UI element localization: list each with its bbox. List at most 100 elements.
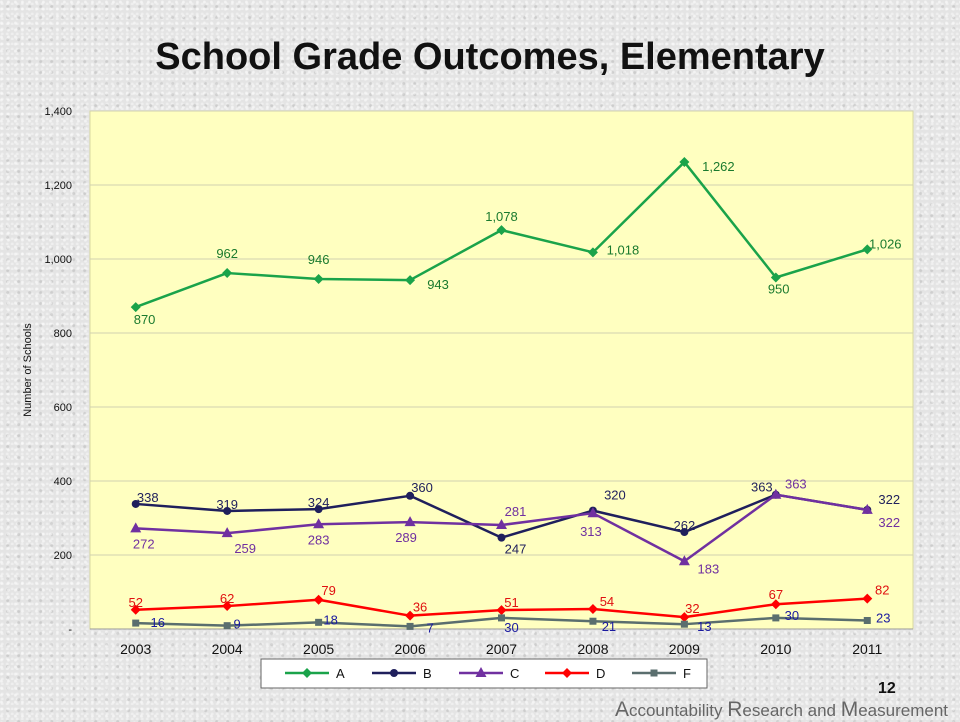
y-tick-label: - [68,624,72,636]
point-c [678,555,690,566]
point-c [770,488,782,499]
y-tick-label: 800 [54,328,72,340]
y-tick-label: 1,200 [44,180,72,192]
data-label-d: 62 [220,591,234,606]
point-d [679,612,690,623]
data-label-a: 870 [134,312,156,327]
point-b [497,533,506,542]
point-a [222,268,233,279]
footer-brand: Accountability Research and Measurement [615,698,948,722]
data-label-f: 16 [150,615,164,630]
point-f [772,614,780,622]
point-c [496,519,507,530]
y-tick-label: 600 [54,402,72,414]
data-label-a: 1,026 [869,236,902,251]
y-tick-label: 400 [54,476,72,488]
point-a [587,247,598,258]
data-labels: 870 962 946 943 1,078 1,018 1,262 950 1,026 338 31… [128,159,901,635]
data-label-d: 52 [128,595,142,610]
point-c [404,516,416,527]
data-label-a: 950 [768,282,790,297]
legend-label-f: F [683,666,691,681]
footer-word-2: esearch and [742,701,841,720]
y-tick-label: 1,000 [44,254,72,266]
series-d [130,593,873,623]
data-label-f: 30 [504,620,518,635]
point-f [589,617,597,625]
data-label-a: 1,262 [702,159,735,174]
x-tick-label: 2011 [852,641,882,657]
series-group [130,157,873,630]
series-c [130,488,873,566]
y-tick-label: 200 [54,550,72,562]
data-label-c: 363 [785,477,807,492]
footer-word-3: easurement [858,701,948,720]
data-label-b: 322 [878,492,900,507]
data-label-d: 79 [321,583,335,598]
x-tick-label: 2008 [577,641,608,657]
footer-word-1: ccountability [628,701,728,720]
point-c [313,518,325,529]
point-f [132,619,140,627]
data-label-a: 1,078 [485,209,518,224]
x-axis: 2003 2004 2005 2006 2007 2008 2009 2010 2011 [90,628,913,657]
point-c [130,522,142,533]
data-label-b: 338 [137,490,159,505]
point-a [130,302,141,313]
data-label-b: 360 [411,480,433,495]
y-tick-label: 1,400 [44,106,72,118]
point-f [315,618,323,626]
plot-area [89,110,914,630]
data-label-d: 82 [875,583,889,598]
data-label-a: 946 [308,252,330,267]
data-label-b: 320 [604,488,626,503]
gridlines [90,110,913,556]
data-label-f: 18 [323,612,337,627]
legend-label-d: D [596,666,605,681]
legend-label-c: C [510,666,519,681]
point-f [223,622,231,630]
y-axis-label: Number of Schools [22,323,34,417]
data-label-c: 259 [234,541,256,556]
x-tick-label: 2010 [760,641,791,657]
data-label-c: 322 [878,515,900,530]
x-tick-label: 2005 [303,641,334,657]
point-f [863,616,871,624]
data-label-d: 51 [504,595,518,610]
footer-cap-r: R [727,698,743,721]
series-a [130,157,873,313]
point-d [405,610,416,621]
data-label-a: 1,018 [607,242,640,257]
data-label-b: 324 [308,495,330,510]
point-b [680,528,689,537]
chart-title: School Grade Outcomes, Elementary [155,36,825,78]
point-b [314,505,323,514]
point-d [496,605,507,616]
footer-cap-m: M [840,698,859,721]
point-a [679,157,690,168]
point-a [405,275,416,286]
point-d [222,601,233,612]
legend-marker-b [390,669,398,677]
point-b [131,499,140,508]
legend-marker-d [562,668,572,678]
x-tick-label: 2006 [394,641,425,657]
data-label-f: 7 [426,620,433,635]
data-label-d: 54 [600,594,614,609]
point-c [861,503,873,514]
legend-marker-f [650,669,658,677]
point-d [587,604,598,615]
data-label-c: 313 [580,524,602,539]
point-a [770,272,781,283]
legend-marker-a [302,668,312,678]
data-label-d: 67 [769,587,783,602]
x-tick-label: 2004 [212,641,243,657]
legend-label-a: A [336,666,345,681]
page-number: 12 [878,680,896,697]
y-axis: - 200 400 600 800 1,000 1,200 1,400 [44,106,72,636]
point-d [770,599,781,610]
data-label-b: 363 [751,480,773,495]
data-label-f: 30 [785,608,799,623]
